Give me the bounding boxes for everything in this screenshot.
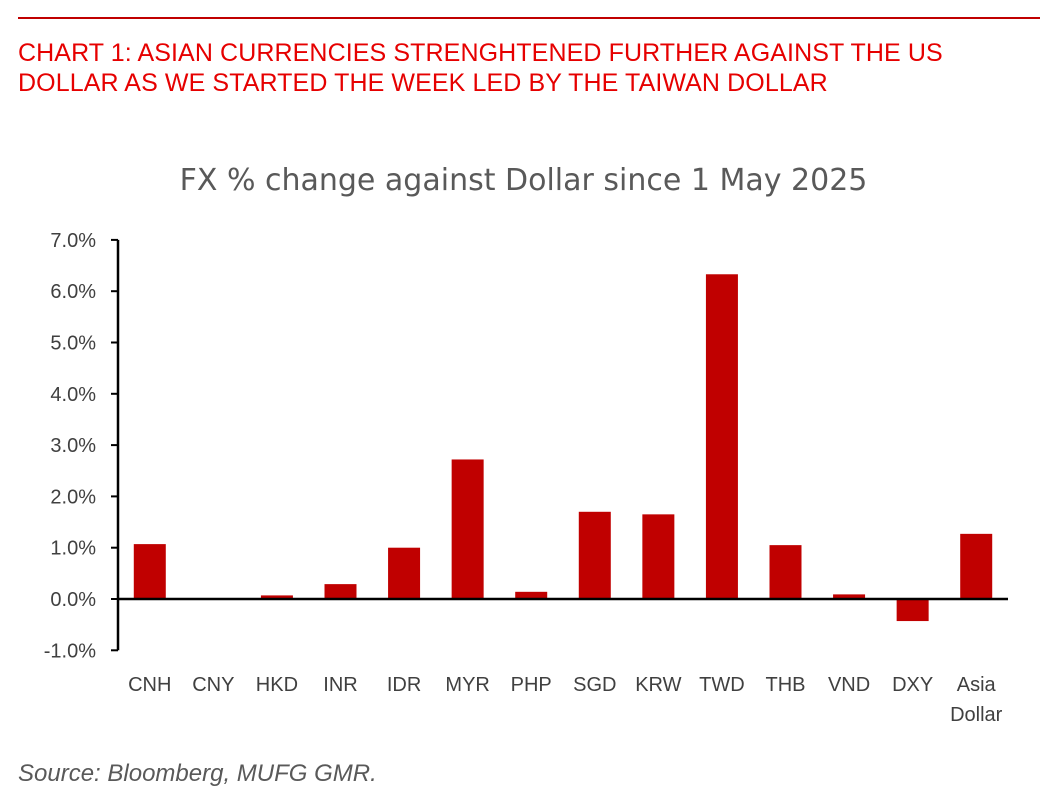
bar-idr — [388, 547, 421, 599]
y-tick-label: 7.0% — [50, 230, 96, 252]
x-tick-label: KRW — [635, 674, 681, 696]
bar-asia-dollar — [960, 533, 993, 599]
x-tick-label: MYR — [445, 674, 489, 696]
x-tick-label: IDR — [387, 674, 421, 696]
bar-cnh — [133, 544, 166, 599]
y-tick-label: -1.0% — [44, 640, 96, 662]
y-tick-label: 1.0% — [50, 538, 96, 560]
bar-krw — [642, 514, 675, 599]
x-tick-label: PHP — [511, 674, 552, 696]
y-tick-label: 6.0% — [50, 281, 96, 303]
y-tick-label: 4.0% — [50, 384, 96, 406]
x-tick-label: Asia Dollar — [950, 674, 1003, 726]
bar-php — [515, 591, 548, 599]
x-tick-label: VND — [828, 674, 870, 696]
y-tick-label: 5.0% — [50, 333, 96, 355]
bar-hkd — [260, 595, 293, 599]
chart-title: FX % change against Dollar since 1 May 2… — [179, 163, 868, 198]
source-note: Source: Bloomberg, MUFG GMR. — [18, 760, 377, 787]
x-tick-label: HKD — [256, 674, 298, 696]
x-tick-label: CNH — [128, 674, 171, 696]
x-tick-label: INR — [323, 674, 357, 696]
top-rule — [18, 17, 1040, 19]
bar-myr — [451, 459, 484, 599]
bar-twd — [705, 274, 738, 599]
y-tick-label: 3.0% — [50, 435, 96, 457]
bar-inr — [324, 584, 357, 599]
chart-headline: CHART 1: ASIAN CURRENCIES STRENGHTENED F… — [18, 39, 943, 97]
y-tick-label: 0.0% — [50, 589, 96, 611]
bar-thb — [769, 545, 802, 599]
x-tick-label: THB — [766, 674, 806, 696]
bar-vnd — [833, 594, 866, 599]
x-tick-label: SGD — [573, 674, 616, 696]
bar-sgd — [578, 511, 611, 599]
bar-dxy — [896, 599, 929, 622]
x-tick-label: TWD — [699, 674, 745, 696]
x-tick-label: CNY — [192, 674, 234, 696]
x-tick-label: DXY — [892, 674, 933, 696]
y-tick-label: 2.0% — [50, 486, 96, 508]
